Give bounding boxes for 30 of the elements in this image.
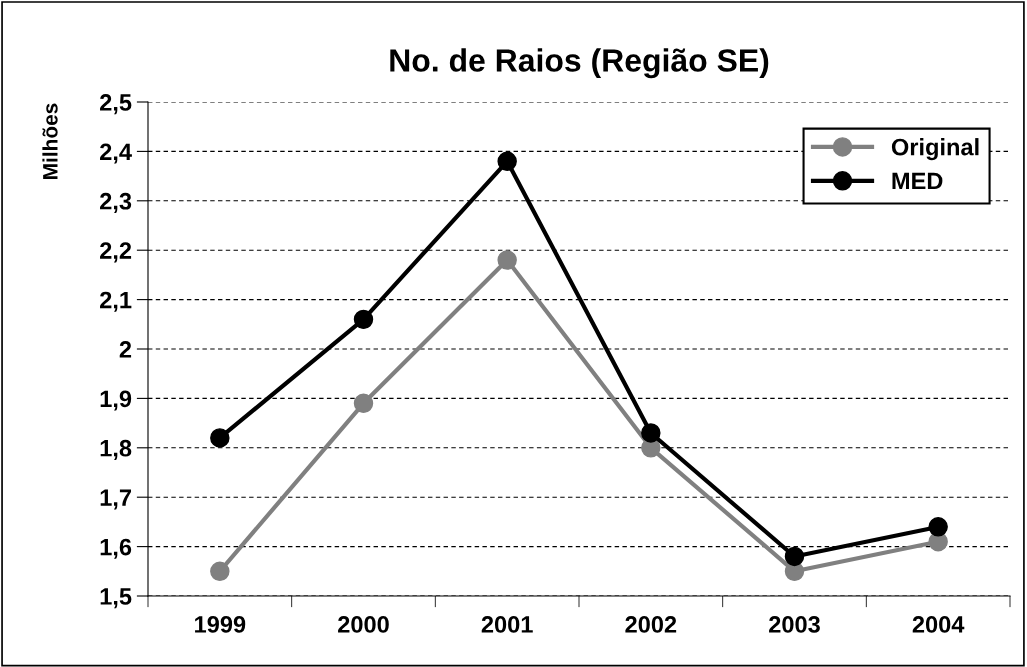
y-tick-label: 1,8	[100, 439, 132, 461]
y-tick-label: 1,9	[100, 390, 132, 411]
y-tick-label: 2,4	[100, 143, 132, 164]
y-tick-label: 2,3	[100, 192, 132, 214]
y-tick-label: 2	[119, 341, 132, 358]
point	[641, 423, 661, 443]
x-tick-label: 1999	[195, 616, 246, 633]
legend-label: Original	[891, 138, 979, 161]
x-tick-label: 2001	[481, 616, 533, 633]
point	[497, 250, 517, 270]
y-axis-title: Milhões	[42, 103, 58, 179]
y-tick-label: 2,1	[100, 291, 132, 312]
x-tick-label: 2004	[912, 616, 965, 633]
y-tick-label: 2,2	[100, 242, 132, 263]
x-tick-label: 2000	[338, 616, 389, 633]
y-tick-label: 2,5	[100, 94, 132, 115]
point	[928, 517, 948, 537]
point	[497, 151, 517, 172]
x-tick-label: 2003	[769, 616, 820, 633]
y-tick-label: 1,6	[100, 538, 132, 559]
x-tick-label: 2002	[625, 616, 677, 633]
point	[784, 546, 805, 567]
point	[210, 561, 230, 582]
point	[210, 428, 230, 448]
legend-label: MED	[892, 172, 943, 190]
point	[353, 393, 374, 414]
y-tick-label: 1,7	[100, 489, 131, 510]
y-tick-label: 1,5	[100, 588, 132, 609]
chart-title: No. de Raios (Região SE)	[390, 48, 769, 79]
point	[353, 309, 374, 330]
